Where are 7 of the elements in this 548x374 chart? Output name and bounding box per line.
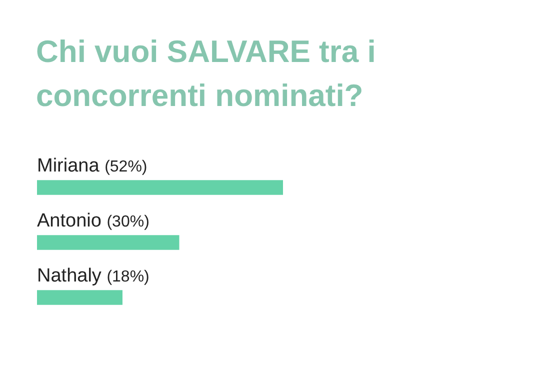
y-tick-label: Antonio xyxy=(37,210,102,232)
y-tick-label: Nathaly xyxy=(37,266,102,286)
data-label: (30%) xyxy=(106,214,150,230)
data-label: (18%) xyxy=(106,268,150,286)
data-label: (52%) xyxy=(104,158,148,176)
y-tick-label: Miriana xyxy=(37,156,100,176)
chart-title: Chi vuoi SALVARE tra i concorrenti nominati? xyxy=(36,33,377,115)
